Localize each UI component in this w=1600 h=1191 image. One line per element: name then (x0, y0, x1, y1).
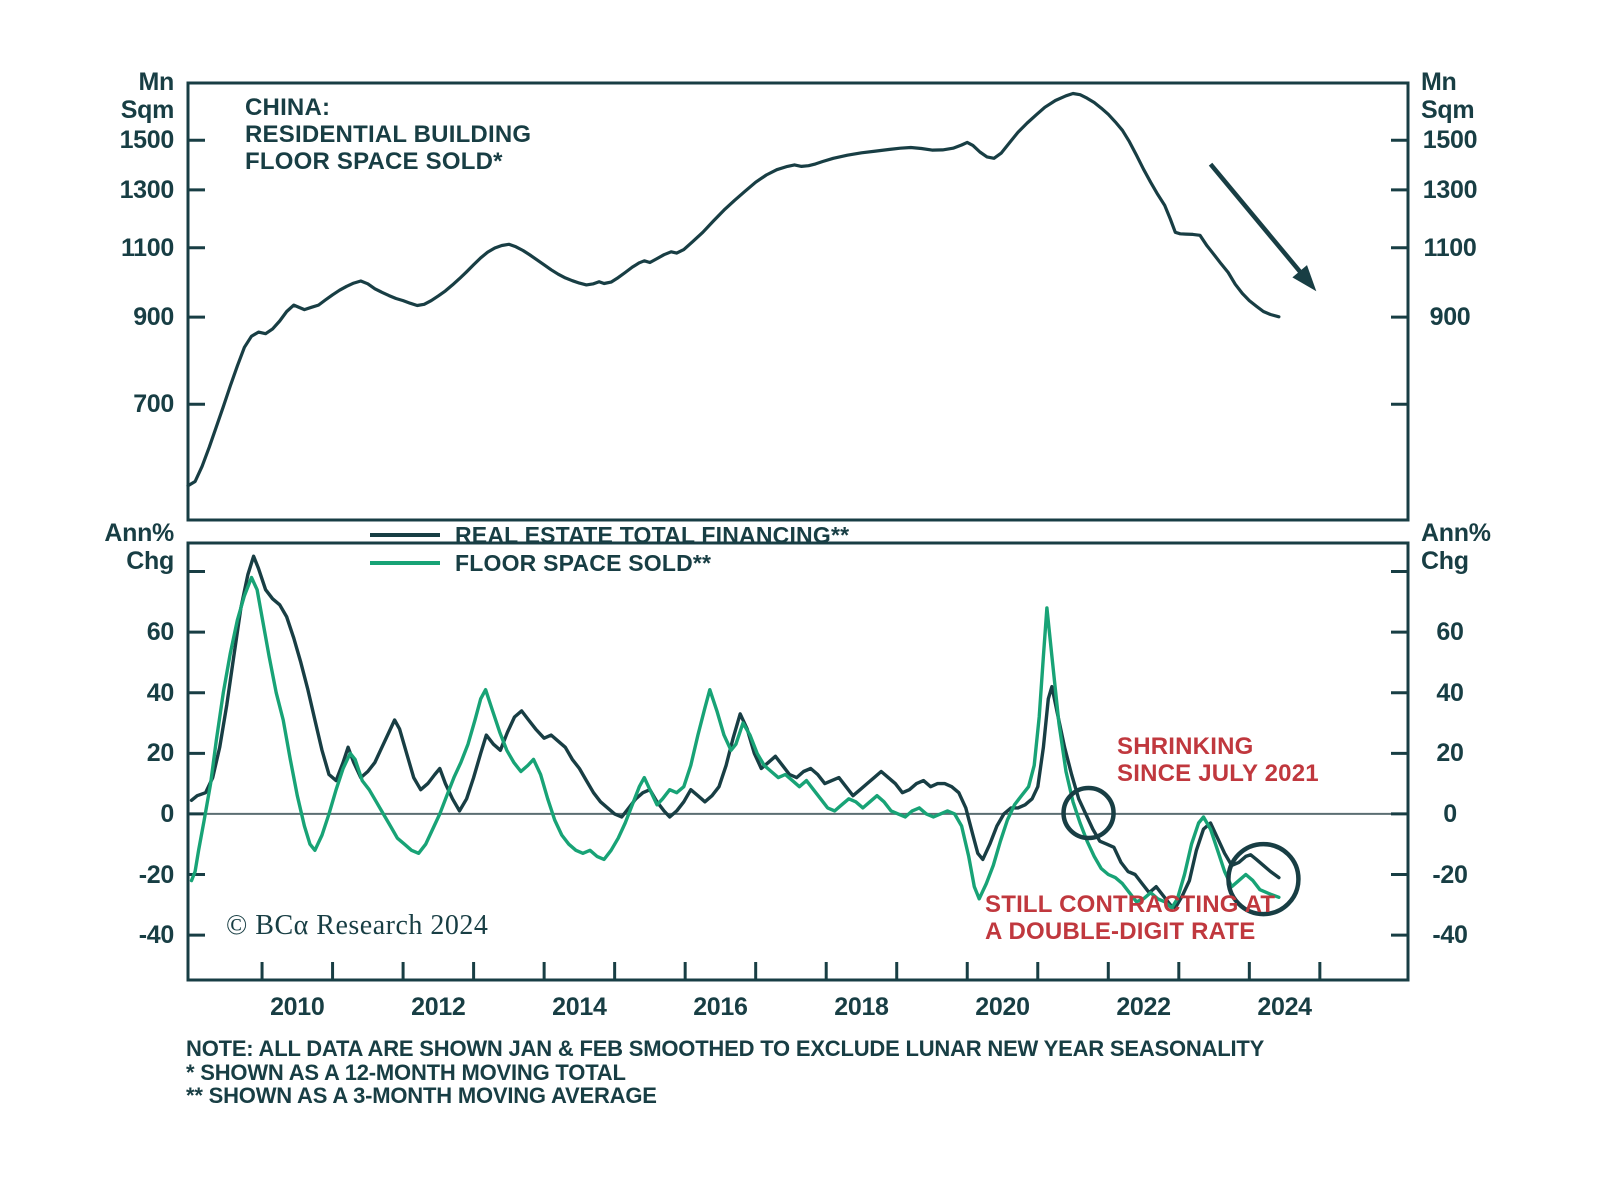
legend-item-floor-space: FLOOR SPACE SOLD** (455, 550, 712, 576)
annotation-shrinking: SHRINKING SINCE JULY 2021 (1117, 733, 1319, 787)
y-tick-label-left: 0 (160, 799, 174, 828)
x-tick-label: 2016 (693, 993, 748, 1021)
y-tick-label-left: 60 (146, 618, 175, 647)
y-tick-label-left: 40 (146, 678, 175, 707)
y-axis-unit-top-left: Mn Sqm (120, 68, 175, 124)
y-tick-label-right: 1100 (1423, 233, 1477, 262)
chart-title-line: FLOOR SPACE SOLD* (245, 148, 503, 175)
y-tick-label-right: 900 (1429, 303, 1471, 332)
y-tick-label-left: 20 (146, 739, 175, 768)
footnote-line: ** SHOWN AS A 3-MONTH MOVING AVERAGE (186, 1083, 657, 1108)
y-axis-unit-top-right: Mn Sqm (1421, 68, 1475, 124)
x-tick-label: 2018 (834, 993, 889, 1021)
y-tick-label-right: 1500 (1422, 126, 1478, 155)
highlight-circle-icon (1061, 785, 1116, 841)
chart-title-line: CHINA: (245, 94, 331, 121)
y-tick-label-left: 900 (133, 303, 174, 332)
y-tick-label-right: -20 (1432, 860, 1468, 889)
y-tick-label-left: 700 (133, 390, 174, 419)
x-tick-label: 2014 (552, 993, 607, 1021)
y-tick-label-left: -20 (138, 860, 175, 889)
x-tick-label: 2024 (1257, 993, 1312, 1021)
bottom-panel-border (186, 541, 1410, 982)
x-tick-label: 2010 (270, 993, 325, 1021)
copyright-text: © BCα Research 2024 (226, 910, 489, 941)
y-axis-unit-bottom-right: Ann% Chg (1421, 519, 1491, 575)
y-axis-unit-bottom-left: Ann% Chg (104, 519, 174, 575)
legend-item-financing: REAL ESTATE TOTAL FINANCING** (455, 522, 850, 548)
x-tick-label: 2022 (1116, 993, 1171, 1021)
floor-space-level-line (186, 91, 1281, 488)
arrow-shaft (1208, 162, 1307, 279)
y-tick-label-right: 1300 (1422, 175, 1478, 204)
financing-yoy-line (189, 554, 1281, 910)
y-tick-label-right: 40 (1436, 678, 1464, 707)
floor-space-yoy-line (189, 575, 1281, 910)
x-tick-label: 2012 (411, 993, 466, 1021)
y-tick-label-right: 0 (1443, 799, 1457, 828)
y-tick-label-left: 1500 (119, 126, 175, 155)
top-panel-border (186, 81, 1410, 522)
axis-ticks (188, 138, 1408, 980)
arrow-head (1292, 265, 1317, 292)
chart-title-line: RESIDENTIAL BUILDING (245, 121, 532, 148)
y-tick-label-right: 20 (1436, 739, 1464, 768)
highlight-circle-icon (1226, 841, 1301, 917)
x-tick-label: 2020 (975, 993, 1030, 1021)
y-tick-label-left: 1100 (120, 233, 174, 262)
footnotes: NOTE: ALL DATA ARE SHOWN JAN & FEB SMOOT… (186, 1037, 1264, 1108)
annotation-contracting: STILL CONTRACTING AT A DOUBLE-DIGIT RATE (985, 891, 1276, 945)
footnote-line: NOTE: ALL DATA ARE SHOWN JAN & FEB SMOOT… (186, 1036, 1265, 1061)
y-tick-label-left: 1300 (119, 175, 175, 204)
downtrend-arrow-icon (1208, 162, 1317, 292)
footnote-line: * SHOWN AS A 12-MONTH MOVING TOTAL (186, 1059, 626, 1085)
y-tick-label-left: -40 (138, 921, 175, 950)
highlight-circle-icons (1061, 785, 1301, 917)
y-tick-label-right: 60 (1436, 618, 1464, 647)
y-tick-label-right: -40 (1432, 921, 1468, 950)
chart-title: CHINA: RESIDENTIAL BUILDING FLOOR SPACE … (245, 94, 531, 175)
